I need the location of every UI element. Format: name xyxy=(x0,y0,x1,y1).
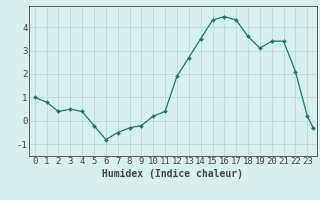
X-axis label: Humidex (Indice chaleur): Humidex (Indice chaleur) xyxy=(102,169,243,179)
